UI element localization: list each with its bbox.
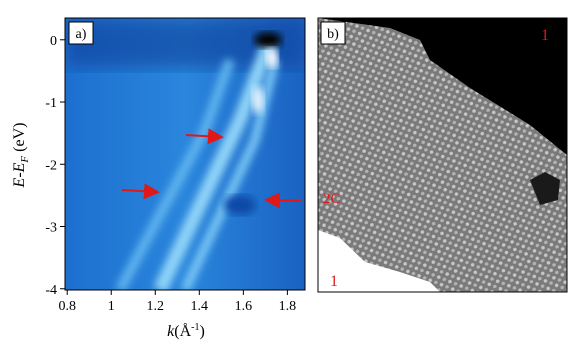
y-tick-label: 0 <box>50 34 57 49</box>
arpes-map <box>65 18 305 290</box>
panel-label-box <box>320 21 346 45</box>
x-tick-label: 1 <box>108 299 115 314</box>
arrow <box>121 183 160 200</box>
x-label-part: -1 <box>191 322 199 333</box>
panel-label: a) <box>76 27 87 42</box>
y-label-part: F <box>19 156 31 164</box>
x-tick-label: 1.4 <box>191 299 209 314</box>
arrow <box>264 192 303 209</box>
annotation: 1 <box>330 273 338 290</box>
panel-label: b) <box>327 27 339 42</box>
x-axis-label: k(Å-1) <box>167 322 205 340</box>
axes: 0.8 1 1.2 1.4 1.6 1.8 0 -1 -2 -3 -4 <box>45 34 296 314</box>
image-frame <box>317 17 568 293</box>
y-tick-label: -3 <box>45 221 57 236</box>
panel-label-box <box>68 21 94 45</box>
plot-frame <box>64 17 306 291</box>
y-axis-label: E-EF (eV) <box>11 123 31 189</box>
arrow <box>185 128 224 145</box>
x-tick-label: 0.8 <box>58 299 76 314</box>
x-label-part: (Å <box>174 322 191 340</box>
annotation: 1 <box>541 27 549 44</box>
y-tick-label: -1 <box>45 96 57 111</box>
stm-image <box>318 18 567 292</box>
x-label-part: k <box>167 323 175 340</box>
y-tick-label: -4 <box>45 283 57 298</box>
annotation: 2C <box>323 191 341 207</box>
y-label-part: E-E <box>11 162 28 188</box>
y-tick-label: -2 <box>45 158 57 173</box>
x-label-part: ) <box>200 323 205 340</box>
x-tick-label: 1.2 <box>147 299 165 314</box>
y-label-part: (eV) <box>11 123 28 156</box>
x-tick-label: 1.6 <box>235 299 253 314</box>
x-tick-label: 1.8 <box>279 299 297 314</box>
